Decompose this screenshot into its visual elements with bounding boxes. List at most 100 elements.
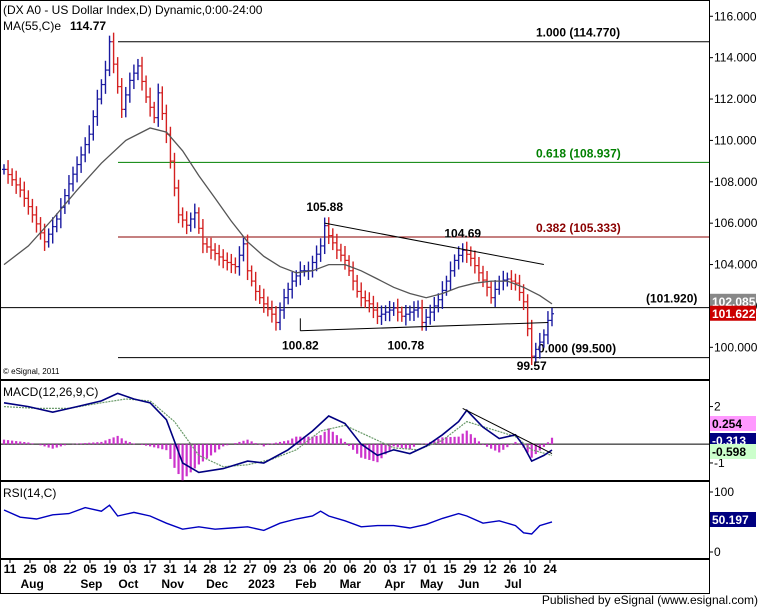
price-bar (38, 217, 43, 240)
price-bar (416, 300, 421, 318)
svg-text:101.622: 101.622 (712, 307, 756, 321)
x-day-label: 17 (143, 562, 157, 576)
macd-line (3, 392, 553, 474)
price-bar (217, 244, 222, 266)
fib-level-label: 0.382 (105.333) (536, 221, 621, 235)
price-bar (420, 299, 425, 331)
x-day-label: 03 (123, 562, 137, 576)
x-day-label: 28 (203, 562, 217, 576)
price-bar (115, 57, 120, 94)
x-day-label: 15 (443, 562, 457, 576)
footer-credit: Published by eSignal (www.esignal.com) (542, 593, 758, 607)
price-bar (30, 198, 35, 223)
price-bar (403, 305, 408, 326)
price-bar (95, 89, 100, 126)
price-bar (225, 252, 230, 271)
price-bar (107, 35, 112, 77)
price-bar (391, 302, 396, 316)
price-bar (172, 152, 177, 197)
price-bar (485, 270, 490, 297)
rsi-label: RSI(14,C) (3, 486, 56, 500)
price-bar (440, 281, 445, 309)
price-bar (196, 207, 201, 234)
rsi-tick-label: 100 (714, 485, 734, 499)
macd-signal-badge: -0.598 (710, 444, 756, 459)
price-bar (428, 304, 433, 325)
rsi-line (3, 504, 553, 535)
copyright: © eSignal, 2011 (3, 367, 60, 376)
price-bar (363, 290, 368, 308)
price-bar (221, 249, 226, 269)
x-month-label: Nov (161, 577, 184, 591)
x-day-label: 12 (223, 562, 237, 576)
x-day-label: 24 (543, 562, 557, 576)
fibonacci-levels: 1.000 (114.770) 0.618 (108.937) 0.382 (105… (0, 26, 709, 359)
x-day-label: 19 (103, 562, 117, 576)
trendline-upper (324, 222, 544, 266)
price-bar (371, 295, 376, 319)
price-bar (298, 261, 303, 286)
x-month-label: Sep (80, 577, 102, 591)
price-bar (525, 294, 530, 337)
price-bar (407, 305, 412, 321)
price-bar (75, 156, 80, 183)
svg-text:-0.598: -0.598 (712, 445, 746, 459)
price-bar (472, 250, 477, 274)
trendlines (299, 222, 548, 332)
price-bar (411, 301, 416, 321)
macd-label: MACD(12,26,9,C) (3, 385, 98, 399)
ma-line-layer (3, 127, 553, 305)
x-day-label: 11 (4, 562, 17, 576)
price-bar (505, 272, 510, 287)
price-bar (103, 60, 108, 94)
price-bar (529, 319, 534, 366)
price-bar (314, 245, 319, 272)
price-bar (50, 217, 55, 244)
price-bar (54, 213, 59, 233)
price-bar (261, 288, 266, 313)
x-day-label: 29 (463, 562, 477, 576)
price-bar (330, 228, 335, 251)
price-bar (278, 302, 283, 331)
price-bar (156, 83, 161, 127)
price-annotation: 100.82 (282, 338, 319, 352)
price-bar (164, 104, 169, 144)
price-bar (192, 203, 197, 229)
price-tick-label: 112.000 (714, 92, 757, 106)
price-bar (476, 256, 481, 282)
price-bar (111, 32, 116, 74)
macd-pane-frame (0, 380, 710, 481)
fib-level-label: 1.000 (114.770) (536, 26, 620, 40)
price-bar (456, 246, 461, 270)
price-bar (2, 164, 6, 175)
price-bar (34, 206, 39, 233)
x-day-label: 14 (183, 562, 197, 576)
price-annotation: 104.69 (444, 227, 481, 241)
trendline-lower (300, 321, 548, 332)
price-bar (521, 284, 526, 311)
price-tick-label: 104.000 (714, 258, 758, 272)
price-bar (10, 168, 15, 186)
price-bar (26, 190, 31, 215)
price-annotation: 99.57 (517, 359, 547, 373)
price-bar (545, 311, 550, 345)
svg-text:50.197: 50.197 (712, 513, 749, 527)
x-day-label: 10 (523, 562, 537, 576)
x-day-label: 05 (83, 562, 97, 576)
price-bar (204, 237, 209, 253)
x-day-label: 08 (43, 562, 57, 576)
macd-trendline (462, 407, 553, 455)
price-bar (497, 275, 502, 295)
price-bar (62, 188, 67, 214)
price-bar (493, 280, 498, 307)
price-bar (184, 211, 189, 235)
x-day-label: 20 (323, 562, 337, 576)
macd-signal-line (3, 398, 553, 468)
x-month-label: Aug (21, 577, 44, 591)
x-day-label: 06 (343, 562, 357, 576)
x-axis-labels: 11 25 08 22 05 19 03 17 31 14 28 12 27 09 23 06 20 06 20 03… (4, 559, 557, 591)
price-tick-label: 108.000 (714, 175, 758, 189)
price-bar (290, 271, 295, 299)
price-bar (375, 302, 380, 325)
price-bar (265, 296, 270, 317)
